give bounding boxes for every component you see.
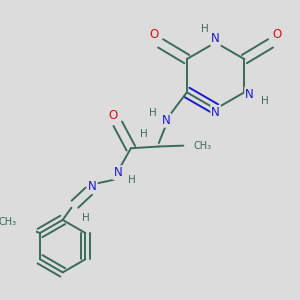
- Text: N: N: [88, 180, 97, 193]
- Text: N: N: [211, 32, 220, 46]
- Text: H: H: [82, 213, 90, 223]
- Text: CH₃: CH₃: [0, 217, 16, 227]
- Text: H: H: [201, 23, 209, 34]
- Text: N: N: [113, 166, 122, 179]
- Text: H: H: [149, 108, 157, 118]
- Text: N: N: [161, 114, 170, 127]
- Text: H: H: [128, 175, 136, 185]
- Text: CH₃: CH₃: [194, 141, 212, 151]
- Text: O: O: [109, 109, 118, 122]
- Text: H: H: [140, 129, 148, 139]
- Text: O: O: [150, 28, 159, 41]
- Text: N: N: [245, 88, 254, 100]
- Text: N: N: [211, 106, 220, 119]
- Text: H: H: [261, 96, 268, 106]
- Text: O: O: [272, 28, 281, 41]
